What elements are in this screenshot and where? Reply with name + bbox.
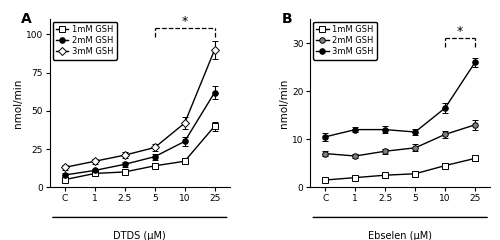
Text: DTDS (μM): DTDS (μM) — [114, 231, 166, 240]
Y-axis label: nmol/min: nmol/min — [13, 78, 23, 128]
Text: *: * — [457, 24, 463, 37]
Text: B: B — [282, 12, 292, 26]
Y-axis label: nmol/min: nmol/min — [279, 78, 289, 128]
Legend: 1mM GSH, 2mM GSH, 3mM GSH: 1mM GSH, 2mM GSH, 3mM GSH — [313, 22, 377, 60]
Text: A: A — [22, 12, 32, 26]
Text: *: * — [182, 15, 188, 28]
Text: Ebselen (μM): Ebselen (μM) — [368, 231, 432, 240]
Legend: 1mM GSH, 2mM GSH, 3mM GSH: 1mM GSH, 2mM GSH, 3mM GSH — [52, 22, 116, 60]
